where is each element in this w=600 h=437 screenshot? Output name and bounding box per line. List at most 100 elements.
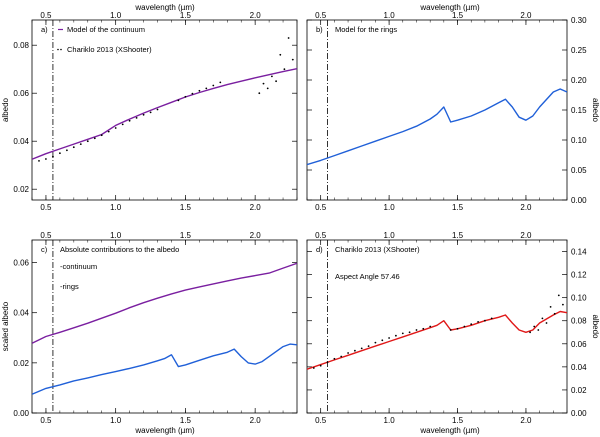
data-point — [415, 329, 418, 331]
x-tick-label-bottom: 1.5 — [180, 203, 192, 212]
data-point — [38, 160, 40, 162]
data-point — [287, 37, 290, 39]
legend-swatch — [57, 48, 59, 51]
data-point — [490, 317, 493, 320]
data-point — [388, 337, 390, 339]
data-point — [93, 137, 96, 140]
x-tick-label-top: 0.5 — [315, 231, 327, 240]
data-point — [354, 349, 356, 352]
data-point — [347, 352, 349, 354]
data-point — [557, 294, 560, 297]
x-tick-label-bottom: 2.0 — [250, 416, 262, 425]
data-point — [562, 303, 564, 306]
legend-label: Model of the continuum — [67, 25, 145, 34]
data-point — [456, 327, 459, 330]
data-point — [429, 325, 432, 328]
data-point — [191, 92, 194, 95]
data-point — [279, 53, 282, 56]
data-point — [374, 341, 377, 344]
data-point — [326, 361, 329, 364]
data-point — [381, 339, 384, 342]
data-point — [219, 81, 222, 84]
legend-label: -continuum — [60, 262, 97, 271]
data-point — [100, 134, 103, 137]
data-point — [275, 80, 277, 83]
data-point — [463, 325, 466, 328]
data-point — [477, 321, 479, 323]
x-tick-label-top: 2.0 — [250, 231, 262, 240]
x-tick-label-top: 1.0 — [384, 11, 396, 20]
x-tick-label-top: 0.5 — [40, 231, 52, 240]
data-point — [149, 111, 152, 114]
bottom-axis-title-d: wavelength (µm) — [419, 426, 480, 435]
data-point — [422, 327, 425, 330]
x-tick-label-bottom: 2.0 — [250, 203, 262, 212]
y-tick-label: 0.10 — [571, 294, 587, 303]
data-point — [541, 317, 544, 320]
y-tick-label: 0.20 — [571, 76, 587, 85]
x-tick-label-top: 0.5 — [40, 11, 52, 20]
y-tick-label: 0.02 — [13, 359, 29, 368]
series-line — [32, 262, 297, 344]
data-point — [401, 332, 404, 335]
data-point — [156, 108, 159, 111]
series-line — [307, 88, 567, 166]
y-tick-label: 0.06 — [13, 259, 29, 268]
data-point — [86, 140, 89, 143]
y-tick-label: 0.00 — [13, 409, 29, 418]
legend-label: Model for the rings — [335, 25, 397, 34]
data-point — [59, 152, 61, 155]
x-tick-label-top: 1.0 — [384, 231, 396, 240]
panel-label: c) — [41, 245, 48, 254]
data-point — [484, 319, 486, 322]
data-point — [549, 306, 552, 308]
data-point — [529, 331, 531, 334]
x-tick-label-bottom: 0.5 — [40, 203, 52, 212]
data-point — [205, 87, 208, 90]
data-point — [79, 143, 82, 146]
y-tick-label: 0.30 — [571, 16, 587, 25]
y-tick-label: 0.00 — [571, 409, 587, 418]
top-axis-title-a: wavelength (µm) — [134, 3, 195, 12]
y-tick-label: 0.12 — [571, 271, 587, 280]
panel-c: 0.5 0.5 1.0 1.0 1.5 1.5 2.0 2.0 0.00 0.02 0.04 0.06… — [1, 231, 298, 425]
y-axis-label: scaled albedo — [1, 301, 10, 351]
x-tick-label-top: 1.5 — [452, 231, 464, 240]
data-point — [333, 357, 336, 360]
panel-title: Chariklo 2013 (XShooter) — [335, 245, 420, 254]
y-axis-label: albedo — [591, 314, 600, 339]
data-point — [121, 123, 124, 126]
data-point — [395, 334, 397, 337]
panel-label: a) — [41, 25, 48, 34]
y-axis-label: albedo — [591, 98, 600, 123]
bottom-axis-title-c: wavelength (µm) — [134, 426, 195, 435]
x-tick-label-bottom: 1.0 — [384, 203, 396, 212]
data-point — [360, 347, 363, 350]
plot-frame — [306, 19, 568, 201]
x-tick-label-top: 0.5 — [315, 11, 327, 20]
x-tick-label-bottom: 2.0 — [520, 416, 532, 425]
data-point — [271, 75, 273, 78]
panel-a: 0.5 0.5 1.0 1.0 1.5 1.5 2.0 2.0 0.02 0.04 0.06 0.08… — [1, 11, 298, 212]
data-point — [340, 355, 343, 358]
data-point — [367, 345, 370, 347]
y-tick-label: 0.15 — [571, 106, 587, 115]
data-point — [128, 119, 131, 122]
x-tick-label-top: 1.5 — [452, 11, 464, 20]
data-point — [135, 117, 138, 119]
y-tick-label: 0.08 — [571, 317, 587, 326]
top-axis-title-b: wavelength (µm) — [419, 3, 480, 12]
data-point — [470, 323, 473, 326]
data-point — [107, 130, 110, 133]
x-tick-label-top: 1.5 — [180, 231, 192, 240]
data-point — [52, 155, 54, 158]
y-tick-label: 0.10 — [571, 136, 587, 145]
y-tick-label: 0.08 — [13, 41, 29, 50]
plot-area — [307, 88, 567, 166]
series-line — [32, 343, 297, 395]
x-tick-label-bottom: 1.0 — [384, 416, 396, 425]
legend-swatch — [60, 48, 62, 51]
data-point — [198, 89, 201, 92]
data-point — [66, 149, 68, 152]
